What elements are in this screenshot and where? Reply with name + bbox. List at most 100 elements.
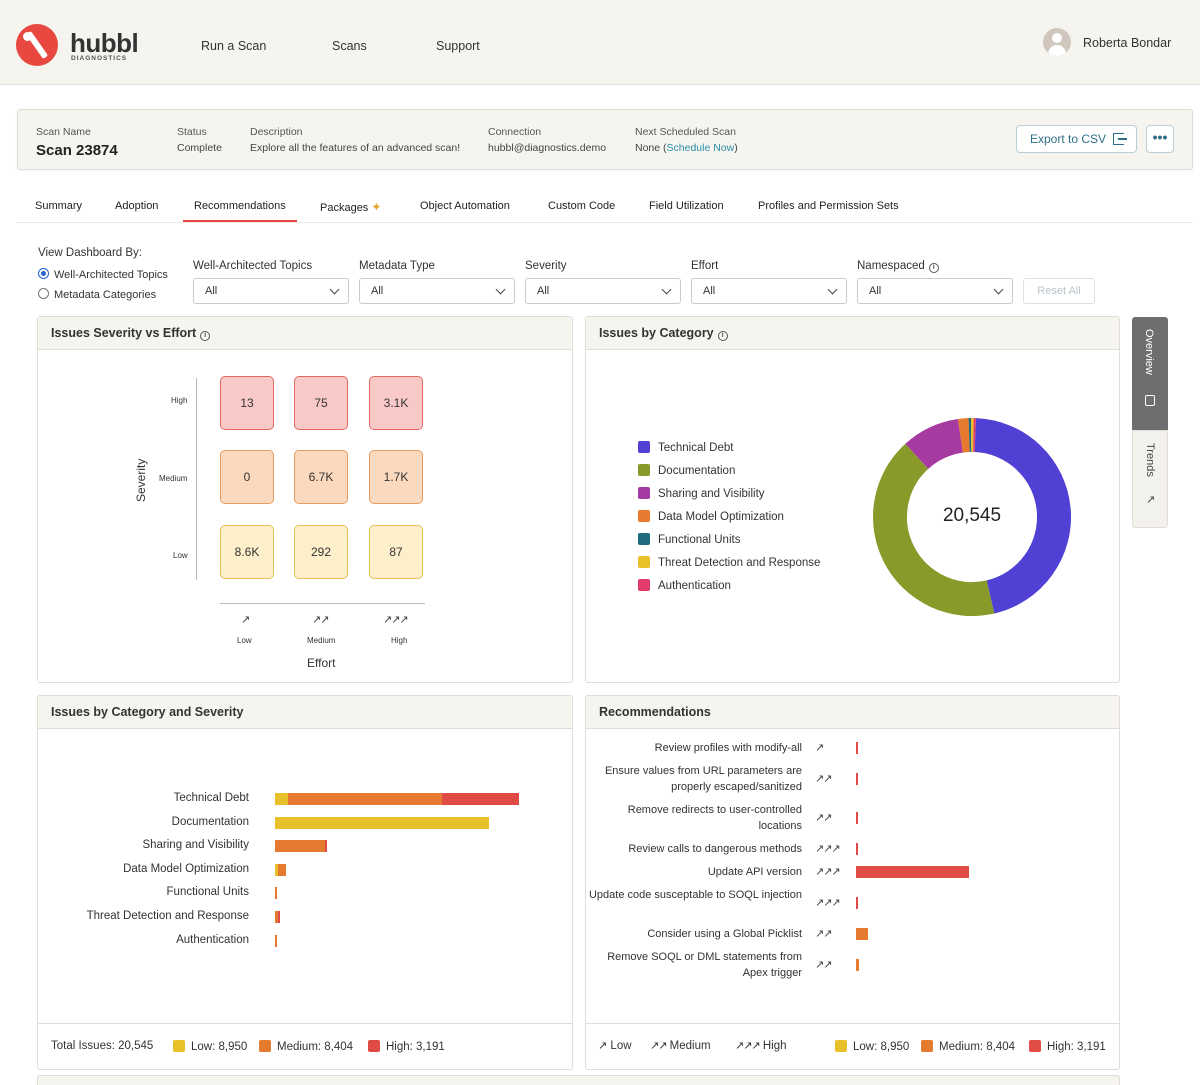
- legend-item[interactable]: Functional Units: [638, 533, 740, 546]
- bar-segment-low[interactable]: [275, 863, 279, 876]
- tab-recommendations[interactable]: Recommendations: [183, 200, 297, 222]
- chevron-down-icon: [993, 284, 1004, 295]
- col-label-medium: Medium: [307, 636, 336, 645]
- legend-label: Functional Units: [658, 534, 741, 546]
- bar-segment-low[interactable]: [275, 816, 490, 829]
- bar-category-label: Authentication: [176, 933, 249, 946]
- radio-well-architected[interactable]: Well-Architected Topics: [38, 268, 168, 281]
- namespaced-label: Namespaced: [857, 260, 925, 272]
- bar-segment-medium[interactable]: [278, 863, 287, 876]
- side-tab-trends[interactable]: Trends ↗: [1132, 430, 1168, 528]
- effort-icon: ↗↗↗: [815, 843, 841, 855]
- recommendation-bar[interactable]: [856, 843, 858, 855]
- recommendations-list[interactable]: Review profiles with modify-all ↗ Ensure v…: [586, 730, 1119, 990]
- nav-run-scan[interactable]: Run a Scan: [201, 39, 267, 53]
- cell-high-high[interactable]: 3.1K: [369, 376, 423, 430]
- side-tab-overview[interactable]: Overview: [1132, 317, 1168, 430]
- legend-item[interactable]: Threat Detection and Response: [638, 556, 820, 569]
- radio-well-architected-label: Well-Architected Topics: [54, 269, 168, 281]
- donut-slice[interactable]: [957, 418, 970, 453]
- info-icon[interactable]: i: [928, 263, 939, 273]
- description-value: Explore all the features of an advanced …: [250, 142, 461, 154]
- cell-medium-low[interactable]: 0: [220, 450, 274, 504]
- recommendations-panel: Recommendations Review profiles with mod…: [585, 695, 1120, 1070]
- recommendation-bar[interactable]: [856, 812, 858, 824]
- nav-support[interactable]: Support: [436, 39, 480, 53]
- bar-segment-medium[interactable]: [275, 840, 325, 853]
- cell-low-high[interactable]: 87: [369, 525, 423, 579]
- donut-slice[interactable]: [974, 418, 1071, 614]
- category-severity-footer: Total Issues: 20,545 Low: 8,950 Medium: …: [38, 1023, 572, 1069]
- effort-icon: ↗↗: [815, 812, 832, 824]
- cell-low-low[interactable]: 8.6K: [220, 525, 274, 579]
- legend-item[interactable]: Sharing and Visibility: [638, 487, 765, 500]
- reset-all-button[interactable]: Reset All: [1023, 278, 1095, 304]
- legend-item[interactable]: Authentication: [638, 579, 731, 592]
- bar-segment-medium[interactable]: [275, 911, 278, 923]
- namespaced-select[interactable]: All: [857, 278, 1013, 304]
- effort-icon: ↗↗: [815, 773, 832, 785]
- radio-unchecked-icon[interactable]: [38, 288, 49, 299]
- legend-medium-label: Medium: 8,404: [277, 1041, 354, 1053]
- filter-label-severity: Severity: [525, 260, 567, 272]
- recommendation-bar[interactable]: [856, 773, 858, 785]
- recommendation-bar[interactable]: [856, 897, 858, 909]
- export-csv-button[interactable]: Export to CSV: [1016, 125, 1137, 153]
- cell-medium-medium[interactable]: 6.7K: [294, 450, 348, 504]
- bar-segment-medium[interactable]: [287, 793, 442, 805]
- legend-item[interactable]: Technical Debt: [638, 441, 733, 454]
- avatar[interactable]: [1043, 28, 1071, 56]
- topics-select[interactable]: All: [193, 278, 349, 304]
- user-name[interactable]: Roberta Bondar: [1083, 36, 1172, 50]
- legend-item[interactable]: Data Model Optimization: [638, 510, 784, 523]
- donut-slice[interactable]: [873, 443, 995, 616]
- tab-packages[interactable]: Packages ✦: [320, 200, 381, 222]
- nav-scans[interactable]: Scans: [332, 39, 367, 53]
- effort-high-icon: ↗↗↗: [735, 1040, 761, 1052]
- legend-low: Low: 8,950: [173, 1040, 247, 1053]
- info-icon[interactable]: i: [200, 331, 211, 341]
- bar-segment-high[interactable]: [441, 793, 519, 805]
- severity-select[interactable]: All: [525, 278, 681, 304]
- recommendation-bar[interactable]: [856, 928, 869, 940]
- cell-medium-high[interactable]: 1.7K: [369, 450, 423, 504]
- next-scan-prefix: None (: [635, 142, 667, 154]
- issues-by-category-title: Issues by Category: [599, 326, 714, 340]
- metadata-type-select[interactable]: All: [359, 278, 515, 304]
- brand-subtitle: DIAGNOSTICS: [71, 55, 128, 62]
- info-icon[interactable]: i: [717, 331, 728, 341]
- tab-object-automation[interactable]: Object Automation: [420, 200, 510, 212]
- tab-profiles-permission-sets[interactable]: Profiles and Permission Sets: [758, 200, 899, 212]
- bar-segment-high[interactable]: [324, 840, 327, 853]
- scan-connection-field: Connection hubbl@diagnostics.demo: [488, 126, 606, 154]
- bar-segment-low[interactable]: [275, 793, 288, 805]
- radio-checked-icon[interactable]: [38, 268, 49, 279]
- bar-segment-medium[interactable]: [275, 887, 278, 900]
- next-panel: [37, 1075, 1120, 1085]
- cell-low-medium[interactable]: 292: [294, 525, 348, 579]
- bar-segment-medium[interactable]: [275, 934, 278, 947]
- tab-summary[interactable]: Summary: [35, 200, 83, 212]
- schedule-now-link[interactable]: Schedule Now: [666, 142, 735, 154]
- cell-high-medium[interactable]: 75: [294, 376, 348, 430]
- recommendation-label: Remove SOQL or DML statements from Apex …: [607, 951, 802, 979]
- recommendation-bar[interactable]: [856, 866, 969, 878]
- more-options-button[interactable]: •••: [1146, 125, 1174, 153]
- bar-segment-high[interactable]: [277, 911, 280, 923]
- recommendation-bar[interactable]: [856, 742, 858, 754]
- radio-metadata-categories[interactable]: Metadata Categories: [38, 288, 156, 301]
- brand-name[interactable]: hubbl: [70, 28, 139, 58]
- tab-adoption[interactable]: Adoption: [115, 200, 159, 212]
- hubbl-logo-icon[interactable]: [16, 24, 58, 66]
- chevron-down-icon: [329, 284, 340, 295]
- recommendation-bar[interactable]: [856, 959, 860, 971]
- donut-slice[interactable]: [905, 418, 964, 470]
- legend-item[interactable]: Documentation: [638, 464, 735, 477]
- panel-header: Issues by Category and Severity: [38, 696, 572, 729]
- effort-icon: ↗↗: [815, 959, 832, 971]
- tab-field-utilization[interactable]: Field Utilization: [649, 200, 724, 212]
- cell-high-low[interactable]: 13: [220, 376, 274, 430]
- legend-label: Threat Detection and Response: [658, 557, 821, 569]
- effort-select[interactable]: All: [691, 278, 847, 304]
- tab-custom-code[interactable]: Custom Code: [548, 200, 616, 212]
